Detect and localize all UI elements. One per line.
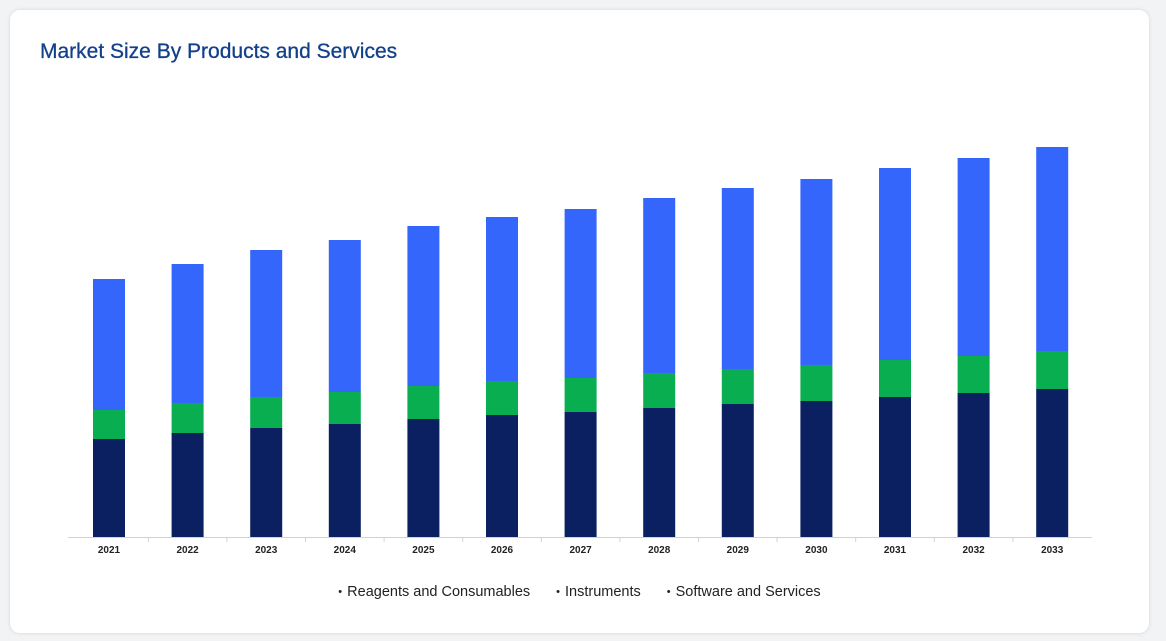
- x-tick-label: 2025: [412, 545, 435, 556]
- x-tick-label: 2022: [176, 545, 199, 556]
- bar-segment-2029-reagents-and-consumables[interactable]: [721, 404, 754, 537]
- bar-segment-2031-reagents-and-consumables[interactable]: [879, 397, 911, 537]
- bar-segment-2023-software-and-services[interactable]: [250, 250, 283, 397]
- x-tick-label: 2033: [1041, 545, 1064, 556]
- x-tick-label: 2027: [569, 545, 592, 556]
- bar-segment-2027-software-and-services[interactable]: [564, 209, 597, 378]
- bar-segment-2028-instruments[interactable]: [643, 373, 676, 408]
- bar-segment-2025-instruments[interactable]: [407, 386, 440, 419]
- chart-title: Market Size By Products and Services: [40, 40, 398, 63]
- x-tick-label: 2030: [805, 545, 828, 556]
- x-tick-label: 2032: [962, 545, 985, 556]
- legend-dot-icon: •: [666, 585, 671, 598]
- x-tick-label: 2026: [491, 545, 514, 556]
- bar-segment-2021-software-and-services[interactable]: [93, 279, 125, 410]
- legend-dot-icon: •: [556, 585, 560, 598]
- bar-segment-2027-instruments[interactable]: [564, 378, 597, 412]
- bar-segment-2026-reagents-and-consumables[interactable]: [486, 415, 518, 537]
- bar-segment-2024-instruments[interactable]: [328, 392, 361, 424]
- bar-segment-2030-instruments[interactable]: [800, 365, 833, 401]
- bar-segment-2022-software-and-services[interactable]: [171, 264, 204, 403]
- x-tick-label: 2023: [255, 545, 278, 556]
- bar-segment-2033-reagents-and-consumables[interactable]: [1036, 389, 1069, 537]
- bar-segment-2022-reagents-and-consumables[interactable]: [171, 433, 204, 537]
- legend-label-instruments: Instruments: [565, 584, 641, 600]
- bar-segment-2031-software-and-services[interactable]: [879, 168, 911, 360]
- bar-segment-2026-software-and-services[interactable]: [486, 217, 518, 381]
- x-tick-label: 2021: [98, 545, 121, 556]
- bar-segment-2032-reagents-and-consumables[interactable]: [957, 393, 990, 537]
- stacked-bar-chart: 2021 2022 2023 2024 2025 2026 2027 2028 2029 2030…: [68, 147, 1092, 556]
- bar-segment-2023-instruments[interactable]: [250, 397, 283, 428]
- legend-item-software[interactable]: • Software and Services: [667, 584, 821, 600]
- bar-segment-2032-software-and-services[interactable]: [957, 158, 990, 356]
- bar-segment-2025-reagents-and-consumables[interactable]: [407, 419, 440, 537]
- bar-segment-2021-instruments[interactable]: [93, 410, 125, 439]
- legend-label-reagents: Reagents and Consumables: [347, 584, 531, 600]
- chart-card: Market Size By Products and Services 202…: [10, 10, 1149, 633]
- x-tick-label: 2031: [884, 545, 907, 556]
- legend-label-software: Software and Services: [675, 584, 821, 600]
- bar-segment-2026-instruments[interactable]: [486, 381, 518, 415]
- bar-segment-2027-reagents-and-consumables[interactable]: [564, 412, 597, 537]
- bar-segment-2023-reagents-and-consumables[interactable]: [250, 428, 283, 537]
- bar-segment-2025-software-and-services[interactable]: [407, 226, 440, 386]
- chart-legend: • Reagents and Consumables • Instruments…: [10, 584, 1149, 600]
- bar-segment-2024-software-and-services[interactable]: [328, 240, 361, 392]
- bar-segment-2030-software-and-services[interactable]: [800, 179, 833, 365]
- bar-segment-2029-instruments[interactable]: [721, 369, 754, 404]
- x-tick-label: 2024: [334, 545, 357, 556]
- bar-segment-2030-reagents-and-consumables[interactable]: [800, 401, 833, 537]
- bar-segment-2031-instruments[interactable]: [879, 360, 911, 397]
- bar-segment-2028-reagents-and-consumables[interactable]: [643, 408, 676, 537]
- legend-dot-icon: •: [338, 585, 343, 598]
- bar-segment-2032-instruments[interactable]: [957, 356, 990, 393]
- bar-segment-2021-reagents-and-consumables[interactable]: [93, 439, 125, 537]
- legend-item-instruments[interactable]: • Instruments: [556, 584, 641, 600]
- x-tick-label: 2029: [727, 545, 750, 556]
- x-tick-label: 2028: [648, 545, 671, 556]
- legend-item-reagents[interactable]: • Reagents and Consumables: [338, 584, 530, 600]
- bar-segment-2033-software-and-services[interactable]: [1036, 147, 1069, 351]
- bar-segment-2028-software-and-services[interactable]: [643, 198, 676, 373]
- bar-segment-2022-instruments[interactable]: [171, 403, 204, 433]
- bar-segment-2024-reagents-and-consumables[interactable]: [328, 424, 361, 537]
- bar-segment-2033-instruments[interactable]: [1036, 351, 1069, 389]
- bar-segment-2029-software-and-services[interactable]: [721, 188, 754, 369]
